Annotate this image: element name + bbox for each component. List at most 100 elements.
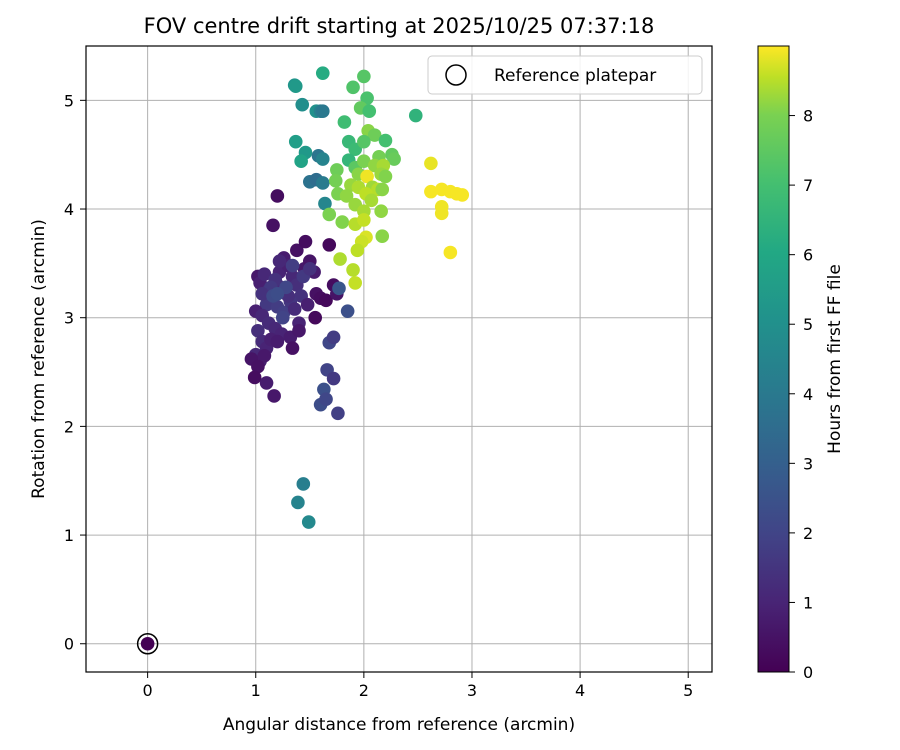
colorbar-tick-label: 3 xyxy=(803,454,813,473)
legend: Reference platepar xyxy=(427,55,703,95)
x-axis-label: Angular distance from reference (arcmin) xyxy=(223,715,575,735)
x-tick-label: 3 xyxy=(467,681,477,700)
data-point xyxy=(294,154,308,169)
legend-box xyxy=(427,55,703,95)
x-tick-label: 0 xyxy=(143,681,153,700)
data-point xyxy=(266,218,280,233)
data-point xyxy=(270,189,285,203)
data-point xyxy=(319,293,333,308)
data-point xyxy=(303,261,317,276)
legend-reference-marker xyxy=(445,64,467,86)
data-point xyxy=(292,323,306,338)
data-point xyxy=(348,276,363,290)
data-point xyxy=(424,184,438,199)
legend-entry-reference: Reference platepar xyxy=(494,66,656,86)
data-point xyxy=(267,389,281,403)
data-point xyxy=(315,66,330,80)
data-point xyxy=(362,104,377,119)
data-point xyxy=(326,330,341,345)
plot-frame xyxy=(85,45,713,673)
x-tick-label: 1 xyxy=(251,681,261,700)
data-point xyxy=(367,128,382,142)
colorbar-tick-label: 8 xyxy=(803,107,813,126)
data-point xyxy=(335,215,350,229)
data-point xyxy=(251,359,265,374)
data-point xyxy=(455,188,470,202)
data-point xyxy=(275,310,290,325)
colorbar-tick-label: 6 xyxy=(803,246,813,265)
x-tick-label: 5 xyxy=(683,681,693,700)
data-point xyxy=(434,206,449,221)
data-point xyxy=(332,281,346,296)
data-point xyxy=(315,104,330,119)
data-point xyxy=(357,154,371,169)
data-point xyxy=(360,91,374,105)
colorbar: 0 1 2 3 4 5 6 7 8 Hours from first FF file xyxy=(757,45,845,682)
data-point xyxy=(288,79,303,94)
data-point xyxy=(270,334,285,349)
data-point xyxy=(360,169,374,184)
data-point xyxy=(140,636,155,651)
data-point xyxy=(295,97,310,112)
grid-lines xyxy=(86,46,712,672)
data-point xyxy=(288,134,303,149)
data-point xyxy=(298,234,313,249)
data-point xyxy=(247,370,262,385)
data-point xyxy=(337,115,352,129)
data-point xyxy=(259,376,274,390)
data-point xyxy=(330,163,344,177)
data-point xyxy=(328,173,343,188)
data-point xyxy=(257,348,272,363)
colorbar-label: Hours from first FF file xyxy=(825,264,845,454)
colorbar-ticks: 0 1 2 3 4 5 6 7 8 xyxy=(789,107,813,682)
y-axis-ticks: 0 1 2 3 4 5 xyxy=(64,91,86,654)
data-point xyxy=(364,193,379,208)
colorbar-tick-label: 5 xyxy=(803,315,813,334)
data-point xyxy=(357,69,371,84)
colorbar-tick-label: 7 xyxy=(803,176,813,195)
data-point xyxy=(319,392,333,407)
data-point xyxy=(333,252,347,266)
data-point xyxy=(285,258,300,273)
data-point xyxy=(339,189,354,203)
data-point xyxy=(296,477,311,491)
data-points xyxy=(136,66,470,655)
data-point xyxy=(322,238,337,252)
data-point xyxy=(322,207,337,222)
data-point xyxy=(374,204,388,218)
data-point xyxy=(300,297,315,312)
data-point xyxy=(387,152,401,166)
colorbar-tick-label: 2 xyxy=(803,524,813,543)
data-point xyxy=(424,156,438,171)
data-point xyxy=(285,341,300,355)
data-point xyxy=(326,371,341,386)
y-tick-label: 2 xyxy=(64,417,74,436)
data-point xyxy=(290,243,304,258)
data-point xyxy=(272,254,287,268)
data-point xyxy=(346,80,360,95)
y-tick-label: 0 xyxy=(64,635,74,654)
data-point xyxy=(287,302,302,316)
colorbar-gradient xyxy=(757,45,790,673)
data-point xyxy=(315,152,330,166)
data-point xyxy=(291,495,305,510)
data-point xyxy=(315,176,330,190)
data-point xyxy=(255,286,270,301)
colorbar-tick-label: 4 xyxy=(803,385,813,404)
data-point xyxy=(378,133,393,148)
data-point xyxy=(378,169,393,184)
data-point xyxy=(251,323,265,338)
data-point xyxy=(340,304,355,318)
data-point xyxy=(408,108,423,123)
colorbar-tick-label: 1 xyxy=(803,593,813,612)
y-tick-label: 1 xyxy=(64,526,74,545)
x-axis-ticks: 0 1 2 3 4 5 xyxy=(143,672,693,700)
data-point xyxy=(257,267,272,282)
data-point xyxy=(346,263,360,277)
y-tick-label: 4 xyxy=(64,200,74,219)
x-tick-label: 2 xyxy=(359,681,369,700)
data-point xyxy=(318,196,332,211)
reference-marker xyxy=(136,632,159,655)
data-point xyxy=(357,213,371,227)
